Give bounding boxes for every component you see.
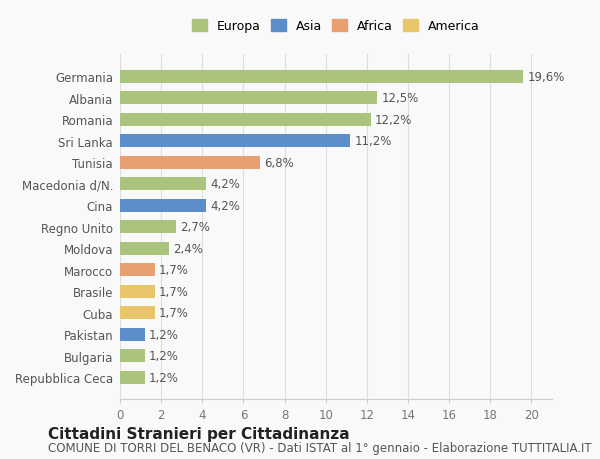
Bar bbox=[120, 285, 155, 298]
Text: 1,7%: 1,7% bbox=[159, 307, 189, 319]
Text: 4,2%: 4,2% bbox=[211, 199, 241, 212]
Text: Cittadini Stranieri per Cittadinanza: Cittadini Stranieri per Cittadinanza bbox=[48, 425, 350, 441]
Text: 1,7%: 1,7% bbox=[159, 285, 189, 298]
Bar bbox=[120, 92, 377, 105]
Text: 2,7%: 2,7% bbox=[179, 221, 209, 234]
Bar bbox=[120, 307, 155, 319]
Bar bbox=[120, 242, 169, 255]
Bar bbox=[120, 135, 350, 148]
Text: 4,2%: 4,2% bbox=[211, 178, 241, 191]
Text: 1,7%: 1,7% bbox=[159, 263, 189, 277]
Text: 1,2%: 1,2% bbox=[149, 328, 179, 341]
Bar bbox=[120, 328, 145, 341]
Bar bbox=[120, 371, 145, 384]
Bar bbox=[120, 178, 206, 191]
Bar bbox=[120, 157, 260, 169]
Text: 2,4%: 2,4% bbox=[173, 242, 203, 255]
Text: 11,2%: 11,2% bbox=[355, 135, 392, 148]
Bar bbox=[120, 221, 176, 234]
Text: 19,6%: 19,6% bbox=[527, 71, 565, 84]
Bar bbox=[120, 199, 206, 212]
Text: 12,2%: 12,2% bbox=[375, 113, 412, 127]
Text: 12,5%: 12,5% bbox=[381, 92, 419, 105]
Bar bbox=[120, 263, 155, 276]
Text: 1,2%: 1,2% bbox=[149, 371, 179, 384]
Text: 6,8%: 6,8% bbox=[264, 157, 294, 169]
Bar bbox=[120, 71, 523, 84]
Bar bbox=[120, 113, 371, 127]
Legend: Europa, Asia, Africa, America: Europa, Asia, Africa, America bbox=[188, 17, 484, 37]
Bar bbox=[120, 349, 145, 362]
Text: 1,2%: 1,2% bbox=[149, 349, 179, 362]
Text: COMUNE DI TORRI DEL BENACO (VR) - Dati ISTAT al 1° gennaio - Elaborazione TUTTIT: COMUNE DI TORRI DEL BENACO (VR) - Dati I… bbox=[48, 442, 592, 454]
